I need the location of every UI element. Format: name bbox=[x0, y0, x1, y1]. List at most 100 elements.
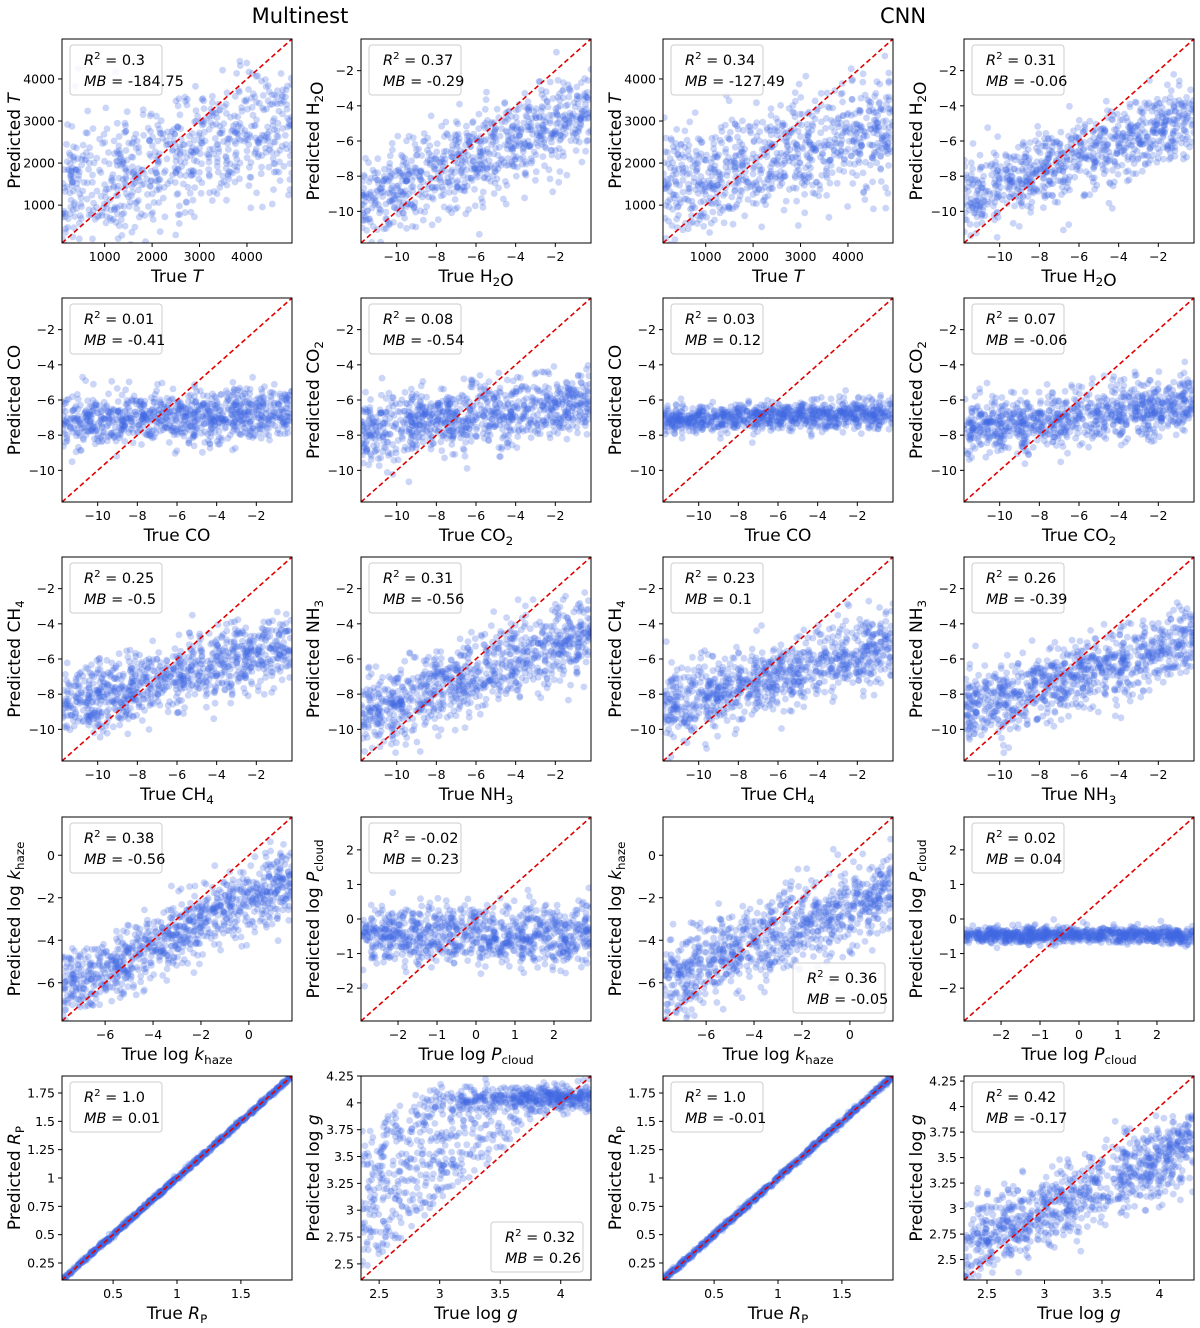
data-point bbox=[69, 164, 76, 172]
data-point bbox=[1129, 150, 1137, 158]
data-point bbox=[578, 113, 585, 120]
data-point bbox=[392, 419, 399, 427]
data-point bbox=[798, 179, 806, 187]
data-point bbox=[1149, 141, 1156, 149]
data-point bbox=[110, 182, 118, 190]
data-point bbox=[801, 171, 808, 179]
data-point bbox=[1146, 77, 1153, 84]
data-point bbox=[677, 141, 685, 149]
data-point bbox=[119, 416, 127, 424]
data-point bbox=[990, 202, 997, 210]
data-point bbox=[722, 163, 730, 171]
data-point bbox=[283, 101, 291, 108]
data-point bbox=[1131, 145, 1138, 153]
data-point bbox=[394, 132, 402, 140]
data-point bbox=[1019, 141, 1027, 148]
data-point bbox=[780, 169, 788, 177]
data-point bbox=[707, 159, 715, 167]
data-point bbox=[544, 413, 551, 421]
data-point bbox=[801, 175, 808, 183]
data-point bbox=[408, 177, 415, 184]
data-point bbox=[1068, 134, 1076, 142]
data-point bbox=[813, 107, 821, 115]
data-point bbox=[118, 210, 126, 218]
data-point bbox=[474, 173, 481, 181]
data-point bbox=[585, 372, 591, 380]
data-point bbox=[192, 423, 199, 431]
data-point bbox=[1075, 147, 1083, 155]
data-point bbox=[272, 406, 279, 414]
data-point bbox=[587, 110, 591, 117]
data-point bbox=[1032, 167, 1040, 175]
data-point bbox=[441, 159, 449, 167]
data-point bbox=[865, 107, 873, 115]
data-point bbox=[109, 177, 116, 184]
data-point bbox=[973, 221, 981, 229]
data-point bbox=[283, 400, 291, 408]
data-point bbox=[63, 140, 70, 148]
data-point bbox=[279, 92, 286, 100]
y-tick-label: 4000 bbox=[624, 71, 656, 86]
data-point bbox=[130, 392, 138, 400]
data-point bbox=[663, 170, 667, 178]
data-point bbox=[779, 121, 787, 129]
data-point bbox=[509, 411, 517, 418]
data-point bbox=[512, 413, 519, 421]
data-point bbox=[672, 200, 680, 207]
data-point bbox=[247, 173, 255, 181]
data-point bbox=[163, 394, 171, 402]
data-point bbox=[62, 207, 68, 215]
data-point bbox=[755, 176, 763, 183]
data-point bbox=[274, 426, 282, 433]
data-point bbox=[253, 189, 260, 197]
data-point bbox=[234, 414, 242, 422]
data-point bbox=[459, 417, 466, 425]
data-point bbox=[163, 424, 171, 432]
data-point bbox=[66, 172, 74, 180]
data-point bbox=[665, 181, 673, 189]
data-point bbox=[226, 135, 234, 143]
data-point bbox=[676, 154, 683, 162]
data-point bbox=[546, 434, 554, 442]
data-point bbox=[507, 409, 515, 416]
data-point bbox=[424, 146, 431, 154]
data-point bbox=[977, 163, 984, 171]
data-point bbox=[1143, 132, 1151, 140]
data-point bbox=[1000, 191, 1007, 199]
data-point bbox=[177, 157, 185, 165]
data-point bbox=[157, 421, 165, 429]
data-point bbox=[179, 403, 187, 411]
data-point bbox=[467, 437, 475, 445]
data-point bbox=[62, 442, 67, 450]
data-point bbox=[87, 417, 94, 425]
data-point bbox=[491, 423, 499, 431]
data-point bbox=[72, 166, 79, 173]
data-point bbox=[1090, 165, 1097, 173]
data-point bbox=[446, 411, 453, 419]
data-point bbox=[534, 387, 542, 395]
data-point bbox=[209, 145, 217, 153]
data-point bbox=[191, 393, 198, 400]
data-point bbox=[977, 202, 985, 209]
data-point bbox=[211, 417, 219, 425]
data-point bbox=[188, 397, 196, 405]
data-point bbox=[368, 423, 375, 431]
data-point bbox=[132, 411, 140, 419]
data-point bbox=[184, 420, 192, 427]
data-point bbox=[217, 415, 225, 423]
data-point bbox=[702, 187, 709, 195]
data-point bbox=[445, 189, 453, 196]
data-point bbox=[194, 402, 201, 409]
data-point bbox=[195, 132, 203, 139]
data-point bbox=[403, 400, 411, 407]
data-point bbox=[472, 171, 480, 179]
data-point bbox=[562, 396, 570, 404]
data-point bbox=[488, 408, 496, 415]
data-point bbox=[275, 401, 283, 408]
data-point bbox=[533, 136, 541, 144]
data-point bbox=[1048, 149, 1056, 157]
data-point bbox=[765, 170, 773, 178]
data-point bbox=[156, 176, 164, 184]
data-point bbox=[565, 86, 573, 94]
